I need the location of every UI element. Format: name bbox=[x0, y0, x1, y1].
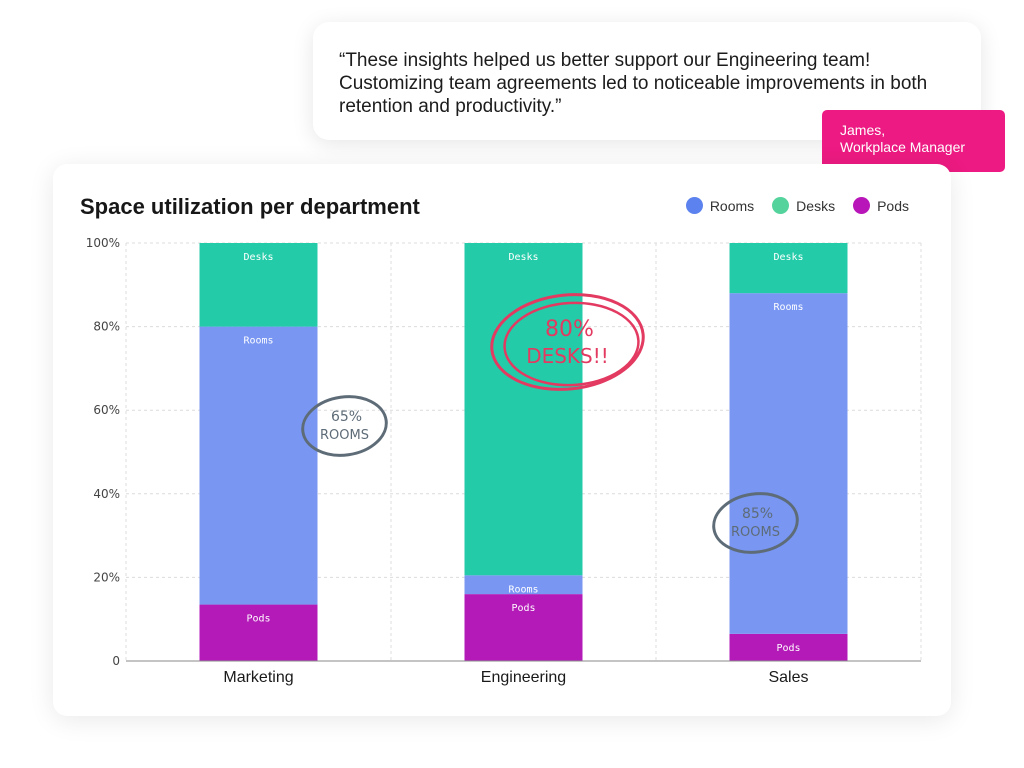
bar-segment-rooms bbox=[729, 293, 848, 634]
bar-segment-pods bbox=[199, 604, 318, 661]
legend-dot-pods bbox=[853, 197, 871, 214]
testimonial-card: “These insights helped us better support… bbox=[313, 22, 981, 140]
annotation-circle bbox=[490, 293, 645, 391]
bar-segment-desks bbox=[464, 243, 583, 576]
y-tick-label: 100% bbox=[86, 236, 120, 250]
bar-segment-label-pods: Pods bbox=[246, 614, 270, 625]
bar-segment-label-pods: Pods bbox=[511, 603, 535, 614]
bar-segment-label-desks: Desks bbox=[243, 252, 273, 263]
chart-card: Space utilization per department Rooms D… bbox=[53, 164, 951, 716]
bar-segment-desks bbox=[729, 243, 848, 294]
annotation-value: 80% bbox=[545, 317, 594, 342]
bar-segment-pods bbox=[729, 633, 848, 661]
annotation-circle bbox=[712, 492, 799, 554]
bar-segment-rooms bbox=[199, 326, 318, 605]
bar-segment-label-rooms: Rooms bbox=[773, 302, 803, 313]
bar-segment-label-rooms: Rooms bbox=[243, 336, 273, 347]
annotation-label: DESKS!! bbox=[526, 344, 609, 368]
bar-segment-label-pods: Pods bbox=[776, 643, 800, 654]
chart-legend: Rooms Desks Pods bbox=[685, 197, 909, 214]
bar-segment-label-rooms: Rooms bbox=[508, 584, 538, 595]
legend-label-desks: Desks bbox=[796, 197, 836, 214]
bar-segment-pods bbox=[464, 594, 583, 661]
y-tick-label: 40% bbox=[93, 487, 120, 501]
bar-segment-label-desks: Desks bbox=[773, 252, 803, 263]
annotation-circle bbox=[503, 301, 640, 387]
author-role: Workplace Manager bbox=[840, 139, 966, 155]
y-tick-label: 60% bbox=[93, 403, 120, 417]
y-tick-label: 20% bbox=[93, 570, 120, 584]
legend-item-rooms: Rooms bbox=[685, 197, 755, 214]
annotation-value: 65% bbox=[331, 409, 362, 425]
testimonial-quote: “These insights helped us better support… bbox=[339, 50, 928, 117]
legend-label-pods: Pods bbox=[877, 197, 909, 214]
author-badge: James, Workplace Manager bbox=[822, 110, 1005, 172]
bar-segment-rooms bbox=[464, 575, 583, 595]
stacked-bar-chart: 0 20% 40% 60% 80% 100% Pods Rooms Desks Marketing… bbox=[86, 236, 922, 686]
x-category-label: Marketing bbox=[223, 669, 293, 686]
legend-dot-desks bbox=[772, 197, 790, 214]
bar-segment-desks bbox=[199, 243, 318, 327]
legend-dot-rooms bbox=[685, 197, 703, 214]
legend-label-rooms: Rooms bbox=[709, 197, 755, 214]
chart-title: Space utilization per department bbox=[80, 194, 420, 219]
x-category-label: Engineering bbox=[481, 669, 566, 686]
annotation-label: ROOMS bbox=[731, 525, 780, 540]
y-tick-label: 0 bbox=[112, 654, 120, 668]
legend-item-pods: Pods bbox=[853, 197, 909, 214]
legend-item-desks: Desks bbox=[772, 197, 835, 214]
bar-segment-label-desks: Desks bbox=[508, 252, 538, 263]
annotation-label: ROOMS bbox=[320, 428, 369, 443]
annotation-circle bbox=[301, 395, 388, 457]
x-category-label: Sales bbox=[768, 669, 808, 686]
author-name: James, bbox=[840, 122, 886, 138]
y-tick-label: 80% bbox=[93, 320, 120, 334]
annotation-value: 85% bbox=[742, 506, 773, 522]
